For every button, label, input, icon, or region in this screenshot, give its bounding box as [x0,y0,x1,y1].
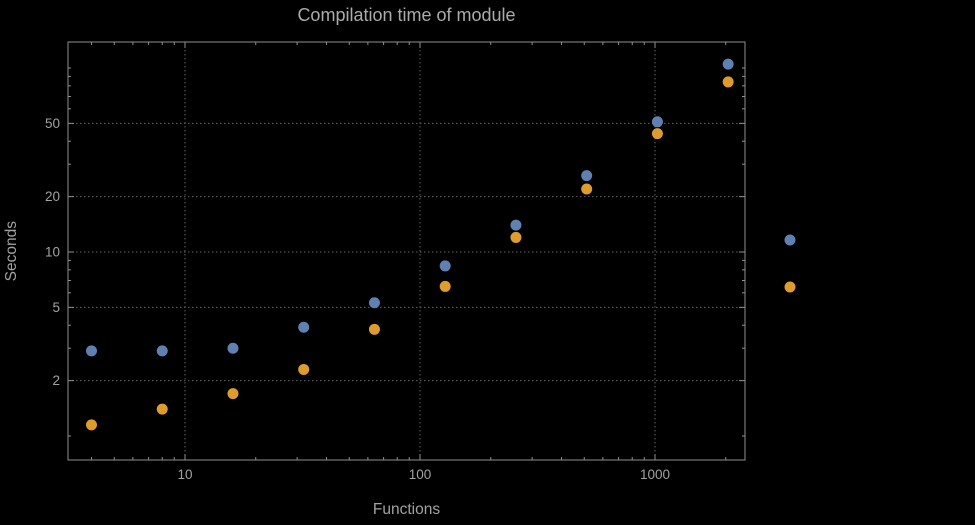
orange-series-point [368,323,380,335]
blue-series-point [298,321,310,333]
x-tick-label: 100 [409,467,432,482]
chart-title: Compilation time of module [297,5,516,25]
orange-series-point [510,231,522,243]
orange-series-point [227,388,239,400]
blue-series-point [581,170,593,182]
plot-frame [67,41,746,461]
orange-series-point [651,128,663,140]
blue-series-point [156,345,168,357]
y-tick-label: 2 [52,373,60,388]
orange-series-point [581,183,593,195]
blue-series-point [368,297,380,309]
orange-series-legend-marker [784,281,796,293]
x-tick-label: 10 [177,467,192,482]
orange-series-point [298,363,310,375]
blue-series-legend-marker [784,234,796,246]
x-axis-label: Functions [372,501,441,518]
orange-series-point [85,419,97,431]
orange-series-point [722,76,734,88]
blue-series-point [85,345,97,357]
orange-series-point [156,403,168,415]
blue-series-point [510,219,522,231]
blue-series-point [651,116,663,128]
y-tick-label: 50 [45,116,60,131]
x-tick-label: 1000 [640,467,670,482]
blue-series-point [722,58,734,70]
y-tick-label: 20 [45,189,60,204]
orange-series-point [439,280,451,292]
y-tick-label: 10 [45,245,60,260]
blue-series-point [227,342,239,354]
y-tick-label: 5 [52,300,60,315]
blue-series-point [439,260,451,272]
